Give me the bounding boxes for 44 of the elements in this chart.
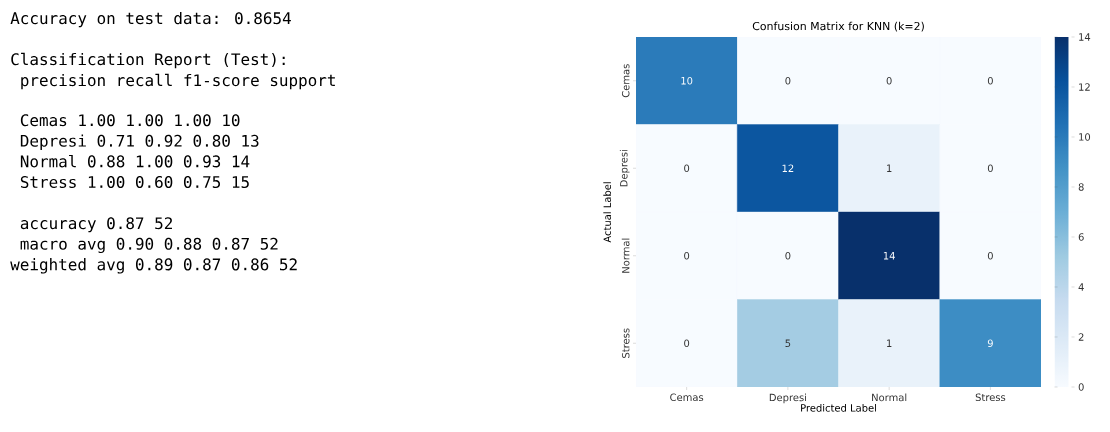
color-bar-label: 14: [1079, 33, 1091, 41]
text: Classification Report (Test):: [11, 52, 285, 69]
chart-title: Confusion Matrix for KNN (k=2): [752, 21, 924, 32]
text: accuracy 0.87 52: [20, 217, 172, 233]
y-tick-label: Cemas: [621, 64, 630, 98]
data-label: 0: [684, 164, 690, 173]
color-bar-label: 6: [1078, 233, 1084, 241]
color-bar-label: 0: [1078, 383, 1084, 391]
color-bar-label: 8: [1078, 183, 1084, 191]
text: Stress 1.00 0.60 0.75 15: [20, 175, 249, 189]
x-axis-title: Predicted Label: [801, 404, 876, 412]
color-bar-label: 12: [1079, 83, 1090, 91]
data-label: 0: [987, 164, 993, 173]
y-axis-title: Actual Label: [603, 182, 612, 243]
data-label: 14: [883, 252, 895, 260]
x-tick-label: Cemas: [670, 393, 704, 402]
data-label: 0: [987, 76, 993, 85]
data-label: 0: [684, 339, 690, 348]
color-bar-label: 10: [1079, 133, 1091, 141]
color-bar-label: 2: [1078, 333, 1084, 341]
color-bar-label: 4: [1078, 283, 1084, 291]
x-tick-label: Depresi: [769, 393, 806, 404]
data-label: 0: [886, 76, 892, 85]
data-label: 10: [681, 76, 693, 85]
text: macro avg 0.90 0.88 0.87 52: [20, 237, 278, 254]
y-tick-label: Stress: [621, 328, 630, 358]
data-label: 0: [785, 76, 791, 85]
text: Cemas 1.00 1.00 1.00 10: [20, 114, 240, 127]
data-label: 1: [887, 164, 892, 172]
data-label: 1: [887, 339, 892, 347]
x-tick-label: Stress: [975, 393, 1006, 402]
x-tick-label: Normal: [872, 393, 907, 402]
y-tick-label: Depresi: [619, 150, 630, 187]
data-label: 9: [987, 339, 993, 348]
text: Depresi 0.71 0.92 0.80 13: [20, 134, 259, 150]
y-tick-label: Normal: [621, 238, 630, 273]
data-label: 0: [785, 251, 791, 260]
text: Normal 0.88 1.00 0.93 14: [20, 155, 250, 168]
text: weighted avg 0.89 0.87 0.86 52: [10, 258, 297, 274]
data-label: 5: [785, 339, 791, 347]
text: Accuracy on test data: 0.8654: [10, 11, 291, 28]
text: precision recall f1-score support: [21, 73, 335, 90]
data-label: 12: [782, 164, 794, 172]
data-label: 0: [684, 251, 690, 260]
